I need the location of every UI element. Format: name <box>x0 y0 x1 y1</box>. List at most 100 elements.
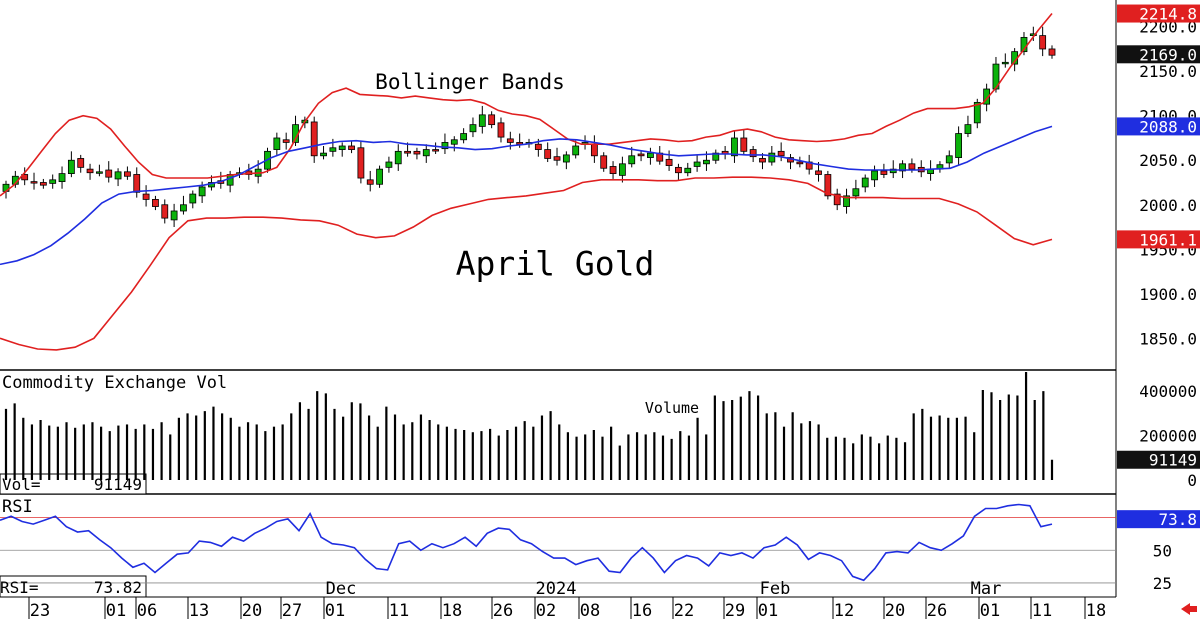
bollinger-bands-annotation: Bollinger Bands <box>375 70 565 94</box>
candle-body <box>880 170 888 175</box>
x-tick-label: 20 <box>242 601 262 619</box>
candle-body <box>955 133 963 158</box>
candle-body <box>441 142 449 150</box>
candle-body <box>152 199 159 207</box>
candle-body <box>1048 48 1056 56</box>
candle-body <box>712 152 720 161</box>
candle-body <box>357 147 365 179</box>
rsi-readout-value: 73.82 <box>94 578 142 597</box>
x-month-label: Dec <box>326 579 357 599</box>
x-tick-label: 01 <box>980 601 1000 619</box>
candle-body <box>338 145 346 150</box>
price-value-tag-bg <box>1117 230 1200 249</box>
candle-body <box>77 158 85 168</box>
candle-body <box>833 193 841 206</box>
candle-body <box>86 168 94 174</box>
x-month-label: 2024 <box>536 579 577 599</box>
rsi-line <box>0 503 1053 582</box>
x-tick-label: 26 <box>927 601 947 619</box>
candle-body <box>609 166 617 174</box>
price-tick-label: 1850.0 <box>1139 329 1197 348</box>
volume-value-tag-bg <box>1117 450 1200 469</box>
candle-body <box>544 149 552 159</box>
candle-body <box>861 177 869 188</box>
volume-panel <box>4 372 1054 480</box>
candle-body <box>198 186 206 197</box>
candle-body <box>693 161 701 167</box>
candle-body <box>553 156 561 161</box>
candle-body <box>889 168 897 174</box>
x-tick-label: 26 <box>493 601 513 619</box>
volume-panel-title: Commodity Exchange Vol <box>2 373 227 393</box>
x-tick-label: 22 <box>674 601 694 619</box>
candle-body <box>67 159 75 174</box>
candle-body <box>348 145 355 150</box>
chart-title: April Gold <box>456 244 655 283</box>
candle-body <box>180 204 187 212</box>
candle-body <box>376 168 383 185</box>
candle-body <box>450 139 458 145</box>
candle-body <box>39 182 47 186</box>
candle-body <box>824 174 832 197</box>
candle-body <box>329 147 337 152</box>
price-value-tag: 2169.0 <box>1139 45 1197 64</box>
candle-body <box>852 188 860 197</box>
candle-body <box>600 155 608 169</box>
candle-body <box>983 88 991 105</box>
candle-body <box>310 121 318 157</box>
price-value-tag: 2088.0 <box>1139 117 1197 136</box>
candle-body <box>320 152 327 157</box>
x-tick-label: 16 <box>632 601 652 619</box>
candle-body <box>572 145 580 156</box>
candle-body <box>768 152 776 163</box>
x-tick-label: 13 <box>189 601 209 619</box>
x-tick-label: 23 <box>30 601 50 619</box>
candle-body <box>562 154 570 163</box>
rsi-value-tag: 73.8 <box>1158 510 1197 529</box>
price-tick-label: 1900.0 <box>1139 285 1197 304</box>
price-value-tag-bg <box>1117 45 1200 64</box>
readout-box-rsi <box>0 575 147 598</box>
candle-body <box>964 124 972 134</box>
candle-body <box>133 174 141 193</box>
candle-body <box>796 161 804 165</box>
candle-body <box>1001 61 1009 65</box>
candle-body <box>973 101 981 124</box>
rsi-panel-title: RSI <box>2 497 33 517</box>
candle-body <box>899 163 906 172</box>
x-tick-label: 12 <box>834 601 854 619</box>
candle-body <box>497 122 505 138</box>
candle-body <box>30 181 38 184</box>
rsi-tick-label: 50 <box>1153 541 1172 560</box>
x-month-label: Mar <box>971 579 1002 599</box>
rsi-panel <box>0 503 1116 584</box>
price-panel <box>0 12 1056 351</box>
candle-body <box>413 150 421 155</box>
candle-body <box>478 114 486 127</box>
candle-body <box>273 137 281 150</box>
price-tick-label: 2050.0 <box>1139 151 1197 170</box>
middle-bollinger-band <box>0 125 1053 266</box>
x-tick-label: 01 <box>758 601 778 619</box>
candle-body <box>49 179 57 184</box>
x-tick-label: 02 <box>536 601 556 619</box>
y-axis: 2200.02150.02100.02050.02000.01950.01900… <box>1139 18 1197 593</box>
price-tick-label: 2000.0 <box>1139 196 1197 215</box>
candle-body <box>114 171 122 180</box>
price-value-tag: 1961.1 <box>1139 230 1197 249</box>
volume-value-tag: 91149 <box>1149 451 1197 470</box>
candle-body <box>618 163 626 176</box>
scroll-right-arrow-icon[interactable] <box>1181 603 1197 615</box>
x-tick-label: 27 <box>282 601 302 619</box>
rsi-readout-label: RSI= <box>0 578 39 597</box>
candle-body <box>488 114 496 126</box>
candle-body <box>161 204 169 219</box>
candle-body <box>731 137 738 157</box>
candle-body <box>506 138 514 143</box>
candle-body <box>777 150 785 157</box>
x-axis: 23 01 06 13 20 27 01 11 18 26 02 08 16 22 29 01 12 20 26 01… <box>28 579 1106 619</box>
volume-tick-label: 0 <box>1187 471 1197 490</box>
candle-body <box>142 193 150 200</box>
x-tick-label: 08 <box>580 601 600 619</box>
